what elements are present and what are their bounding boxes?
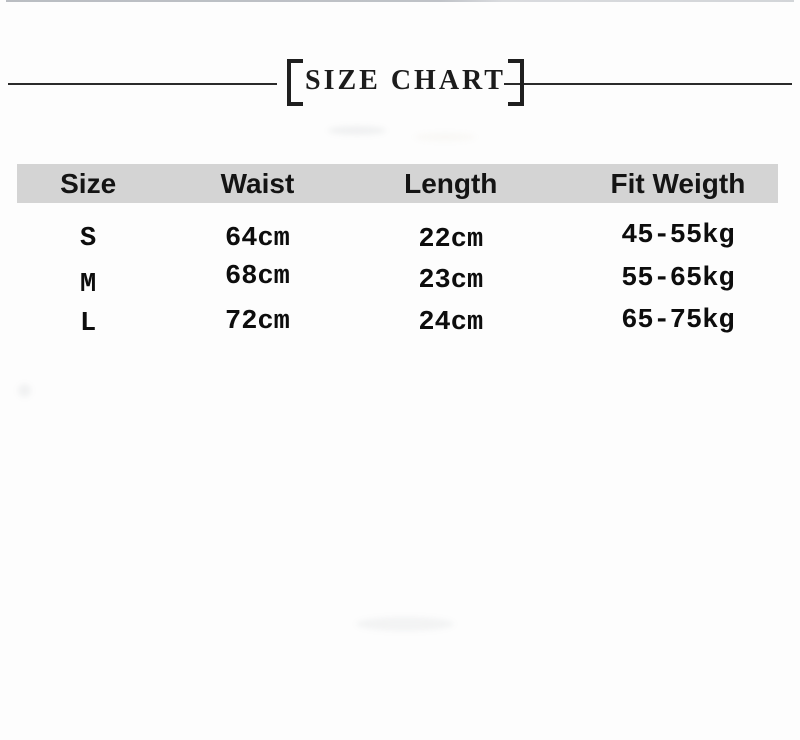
table-header-row: Size Waist Length Fit Weigth xyxy=(17,164,778,203)
cell-size: S xyxy=(80,223,97,254)
cell-length: 23cm xyxy=(418,265,484,296)
table-row-s: S 64cm 22cm 45-55kg xyxy=(17,218,778,260)
header-cell-fit-weight: Fit Weigth xyxy=(610,167,746,199)
table-body: S 64cm 22cm 45-55kg M 68cm 23cm 55-65kg … xyxy=(17,218,778,344)
header-cell-size: Size xyxy=(60,167,117,199)
title-banner: SIZE CHART xyxy=(287,57,524,107)
cell-fit-weight: 45-55kg xyxy=(621,220,735,251)
header-cell-length: Length xyxy=(404,167,498,199)
cell-length: 24cm xyxy=(418,307,484,338)
title-divider-left xyxy=(8,83,277,85)
page-title: SIZE CHART xyxy=(305,65,506,96)
cell-length: 22cm xyxy=(418,224,484,255)
table-row-l: L 72cm 24cm 65-75kg xyxy=(17,302,778,344)
left-bracket-icon xyxy=(287,58,303,106)
right-bracket-icon xyxy=(507,58,524,106)
watermark-smudge xyxy=(18,384,31,397)
cell-waist: 64cm xyxy=(225,223,290,254)
top-edge-cropped-line xyxy=(6,0,794,2)
size-table: Size Waist Length Fit Weigth S 64cm 22cm… xyxy=(17,164,778,344)
cell-fit-weight: 55-65kg xyxy=(621,263,735,294)
cell-waist: 72cm xyxy=(225,306,290,337)
cell-size: M xyxy=(80,269,97,300)
cell-fit-weight: 65-75kg xyxy=(621,305,735,336)
table-row-m: M 68cm 23cm 55-65kg xyxy=(17,260,778,302)
watermark-smudge xyxy=(414,133,476,141)
watermark-smudge xyxy=(356,617,454,631)
watermark-smudge xyxy=(328,126,386,135)
cell-waist: 68cm xyxy=(225,261,290,292)
cell-size: L xyxy=(80,308,97,339)
header-cell-waist: Waist xyxy=(220,167,295,199)
title-divider-right xyxy=(504,83,792,85)
